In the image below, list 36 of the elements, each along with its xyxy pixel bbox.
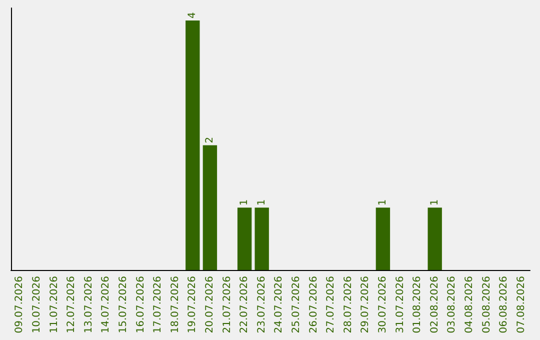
x-tick-label: 02.08.2026 <box>429 276 440 334</box>
x-tick-label: 18.07.2026 <box>170 276 181 334</box>
x-tick-label: 13.07.2026 <box>83 276 94 334</box>
x-tick-label: 31.07.2026 <box>394 276 406 334</box>
data-label: 2 <box>204 136 216 144</box>
x-tick-label: 04.08.2026 <box>464 276 475 334</box>
x-tick-label: 16.07.2026 <box>135 276 146 334</box>
x-tick-label: 09.07.2026 <box>14 276 26 334</box>
data-label: 1 <box>429 199 440 206</box>
data-label: 1 <box>377 199 388 206</box>
x-tick-label: 24.07.2026 <box>274 276 285 334</box>
data-label: 4 <box>187 12 198 18</box>
x-tick-label: 30.07.2026 <box>377 276 388 334</box>
x-tick-label: 10.07.2026 <box>31 276 42 334</box>
x-tick-label: 15.07.2026 <box>118 276 129 334</box>
x-tick-label: 07.08.2026 <box>516 276 527 334</box>
x-tick-label: 25.07.2026 <box>290 276 302 334</box>
x-tick-label: 20.07.2026 <box>204 276 216 334</box>
data-label: 1 <box>256 199 268 206</box>
data-label: 1 <box>239 199 250 206</box>
x-tick-label: 14.07.2026 <box>100 276 112 334</box>
x-tick-label: 26.07.2026 <box>308 276 320 334</box>
x-tick-label: 01.08.2026 <box>412 276 424 334</box>
x-tick-label: 23.07.2026 <box>256 276 268 334</box>
x-tick-label: 06.08.2026 <box>498 276 510 334</box>
x-tick-label: 29.07.2026 <box>360 276 372 334</box>
x-tick-label: 05.08.2026 <box>481 276 492 334</box>
x-tick-label: 21.07.2026 <box>222 276 233 334</box>
x-tick-label: 12.07.2026 <box>66 276 78 334</box>
x-tick-label: 27.07.2026 <box>326 276 337 334</box>
x-tick-label: 28.07.2026 <box>342 276 354 334</box>
x-tick-label: 22.07.2026 <box>239 276 250 334</box>
x-tick-label: 17.07.2026 <box>152 276 164 334</box>
x-tick-label: 19.07.2026 <box>187 276 198 334</box>
x-tick-label: 03.08.2026 <box>446 276 458 334</box>
x-tick-label: 11.07.2026 <box>48 276 60 334</box>
